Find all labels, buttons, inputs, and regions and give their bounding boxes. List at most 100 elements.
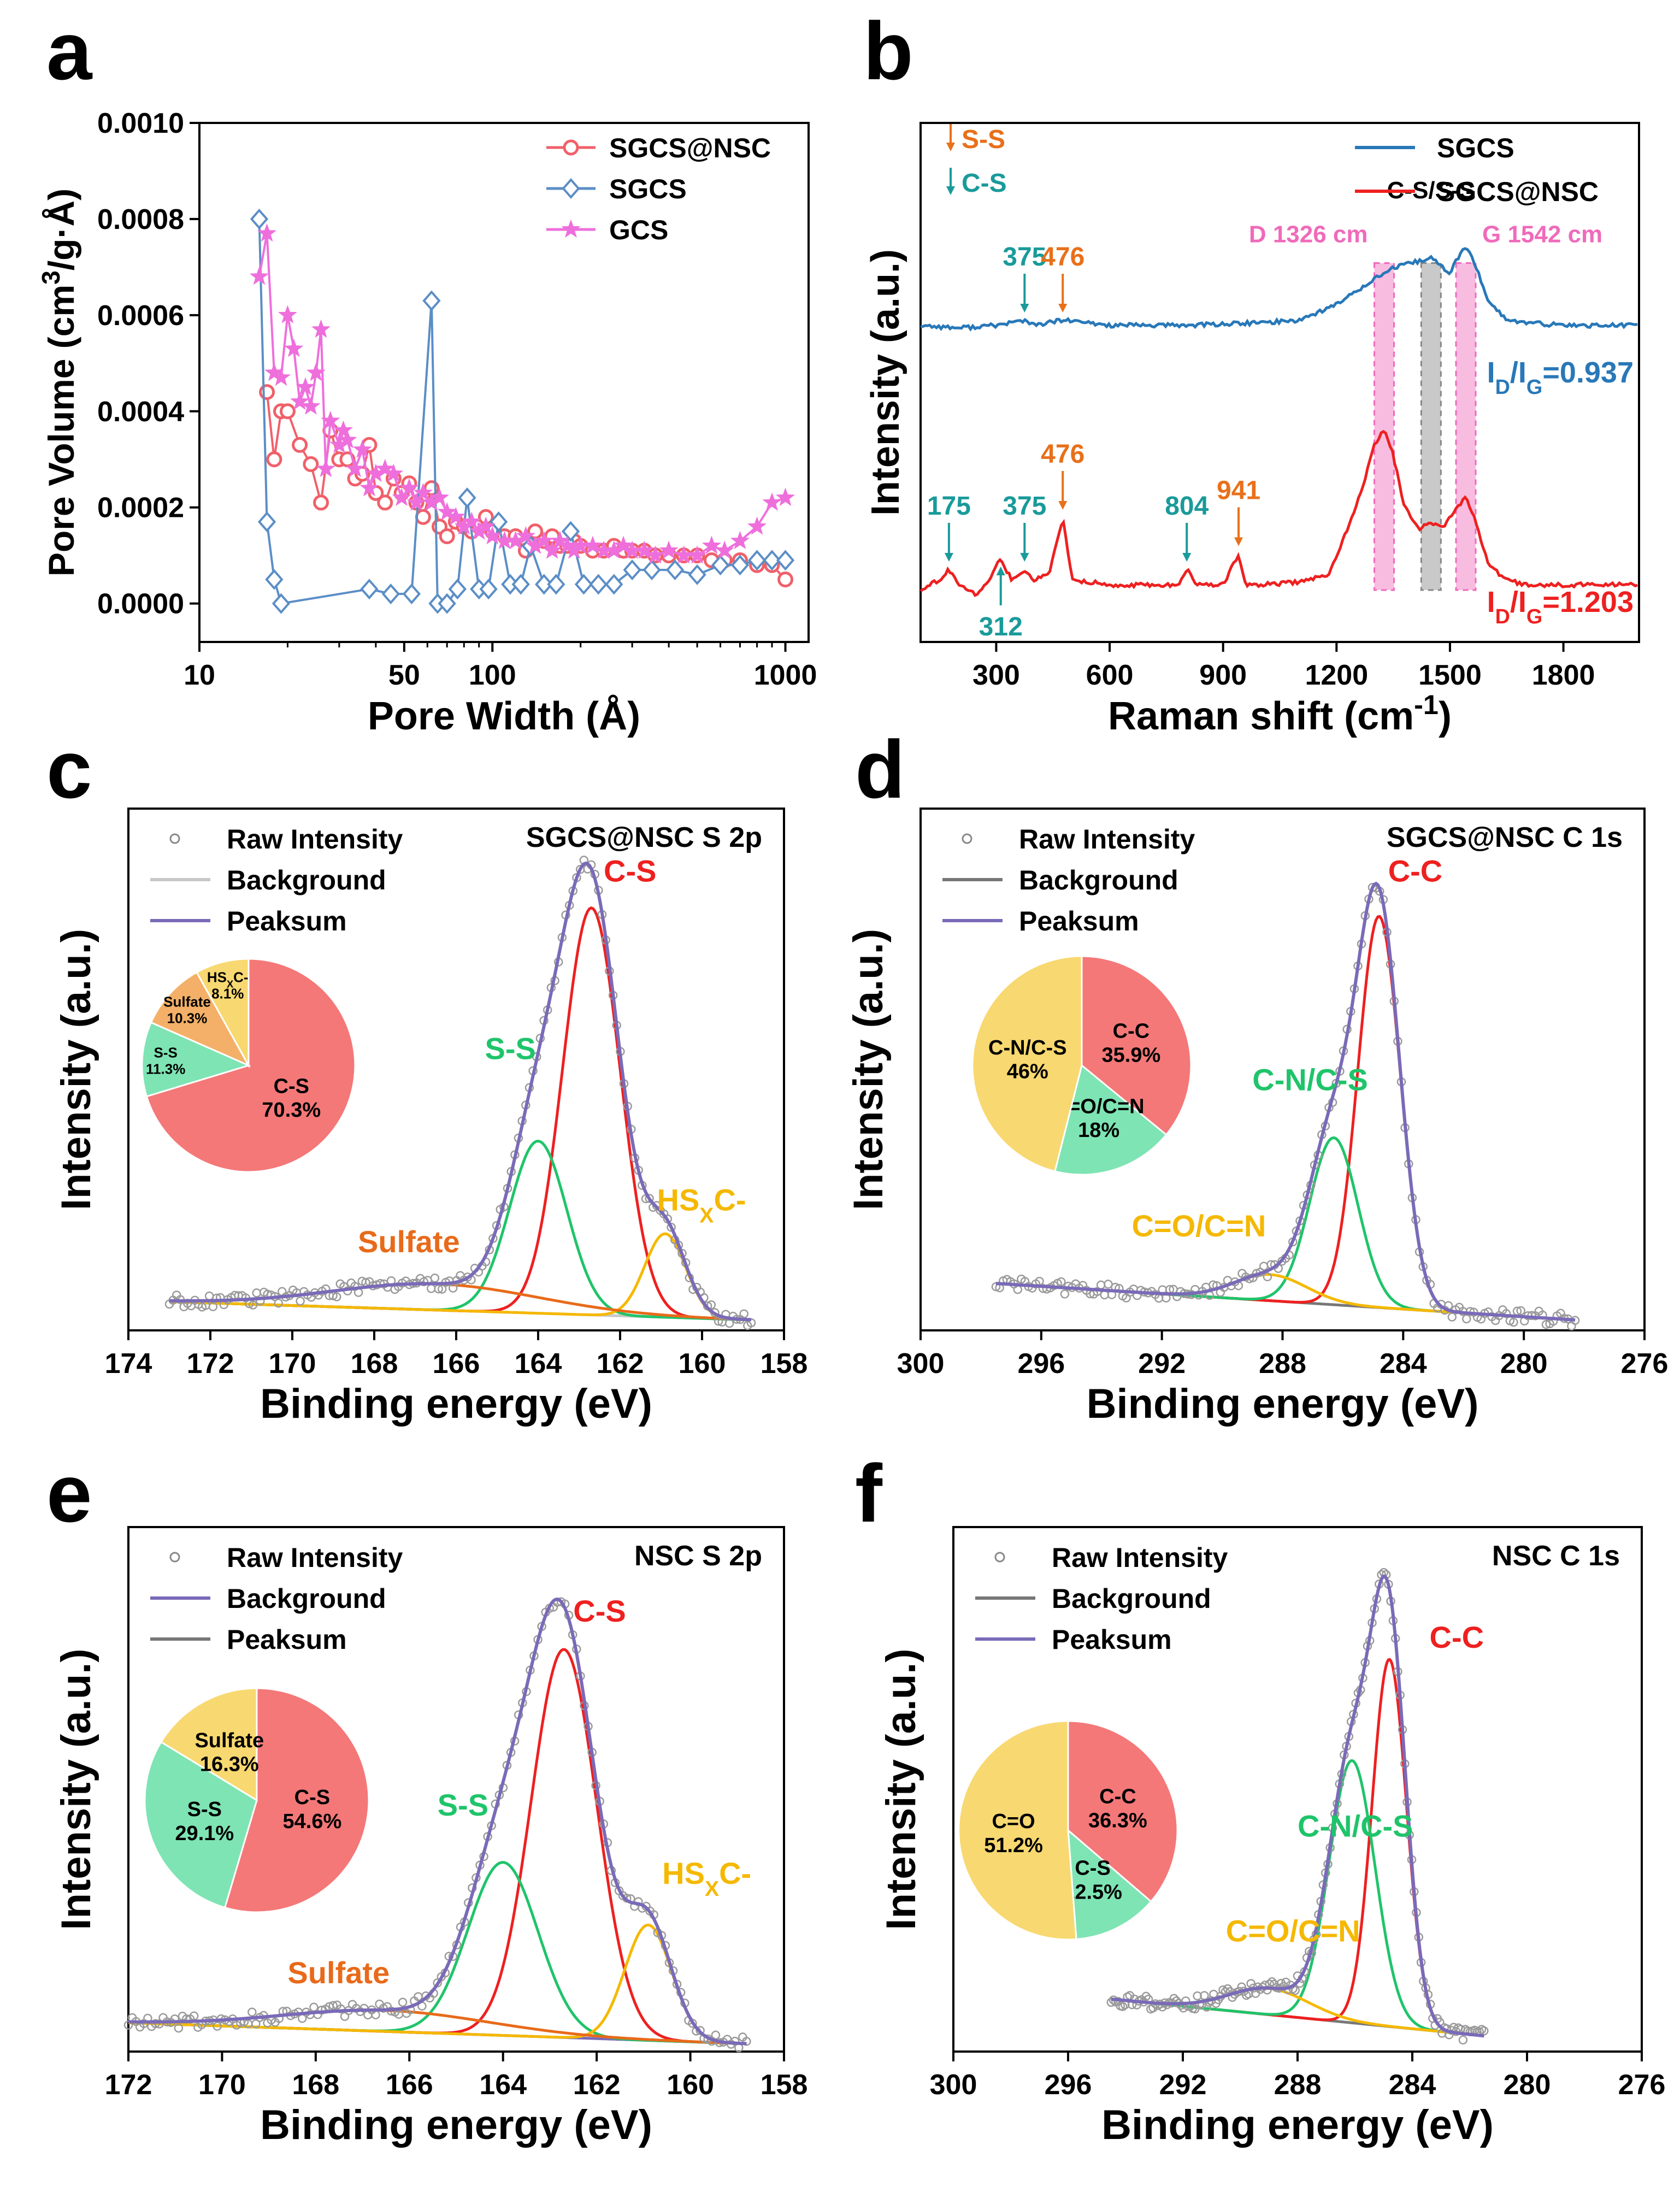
panel-e-xtick-label: 164 (479, 2069, 527, 2101)
panel-c-legend-label: Peaksum (227, 906, 347, 936)
panel-a-point (249, 267, 269, 285)
panel-a-point (687, 545, 707, 564)
panel-b-xlabel-part: -1 (1414, 689, 1439, 720)
panel-a-legend-marker (561, 219, 581, 238)
panel-a-point (730, 531, 750, 550)
panel-e-xtick-label: 172 (105, 2069, 152, 2101)
panel-a-point (266, 451, 282, 468)
panel-b-ratio-part: /I (1510, 586, 1526, 618)
panel-e-pie-value: 16.3% (200, 1753, 259, 1776)
panel-a-point (413, 482, 433, 502)
panel-a-point (321, 410, 340, 429)
panel-f-xtick-label: 296 (1045, 2069, 1092, 2101)
panel-a-letter: a (46, 5, 93, 97)
panel-b-ratio-part: D (1495, 605, 1510, 628)
panel-e-raw-point (398, 1997, 408, 2007)
panel-d-xtick-label: 280 (1500, 1348, 1548, 1380)
panel-d-pie-slice (971, 955, 1083, 1172)
panel-a-ytick-label: 0.0006 (97, 300, 184, 332)
panel-f-raw-point (1246, 1979, 1255, 1988)
panel-c-xlabel: Binding energy (eV) (260, 1381, 652, 1427)
panel-c-pie-label: C-S (274, 1075, 309, 1098)
panel-b-peak-arrow-head (996, 567, 1005, 575)
panel-c-raw-point (706, 1300, 716, 1310)
panel-c-xtick-label: 162 (597, 1348, 644, 1380)
panel-a-ytick-label: 0.0008 (97, 204, 184, 235)
panel-e-pie-slice (160, 1687, 258, 1802)
panel-e-xtick-label: 162 (573, 2069, 621, 2101)
panel-e-legend-label: Peaksum (227, 1624, 347, 1655)
panel-f-legend-label: Peaksum (1052, 1624, 1172, 1655)
panel-a-point (665, 559, 685, 581)
panel-e-peak-label: Sulfate (287, 1955, 390, 1990)
panel-e-title: NSC S 2p (634, 1540, 762, 1572)
panel-c-raw-point (426, 1284, 436, 1293)
panel-a-point (345, 458, 365, 478)
panel-c-raw-point (739, 1309, 748, 1318)
panel-d-xtick-label: 288 (1259, 1348, 1306, 1380)
panel-d-xlabel: Binding energy (eV) (1087, 1381, 1479, 1427)
panel-a-point (303, 456, 319, 473)
panel-d-raw-point (1462, 1314, 1471, 1324)
panel-a-point (377, 494, 393, 511)
panel-f-pie-slice (958, 1720, 1077, 1941)
panel-c-title: SGCS@NSC S 2p (526, 822, 762, 853)
panel-e-raw-point (151, 2019, 160, 2029)
panel-a-point (272, 593, 291, 614)
panel-a-point (763, 550, 781, 571)
panel-b-peak-label: 375 (1003, 243, 1046, 272)
panel-c-raw-point (332, 1292, 341, 1301)
panel-c-ylabel: Intensity (a.u.) (53, 929, 99, 1210)
panel-a-point (381, 583, 400, 605)
panel-c-xtick-label: 164 (515, 1348, 562, 1380)
panel-a-point (375, 458, 395, 478)
panel-f-raw-point (1290, 1985, 1300, 1995)
panel-c-raw-point (278, 1287, 287, 1297)
panel-f-pie-label: C=O (992, 1810, 1035, 1833)
panel-e-raw-point (213, 2022, 222, 2031)
panel-d-raw-point (1060, 1289, 1070, 1299)
panel-a-point (776, 550, 795, 571)
panel-e-component-hsxc- (128, 1923, 747, 2046)
panel-a-ytick-label: 0.0010 (97, 108, 184, 139)
panel-d-raw-point (1057, 1277, 1066, 1287)
panel-a-point (634, 540, 654, 559)
panel-f-xtick-label: 300 (930, 2069, 977, 2101)
panel-c-pie-label: Sulfate (163, 993, 211, 1010)
panel-a-point (777, 571, 794, 588)
panel-e-ylabel: Intensity (a.u.) (53, 1648, 99, 1930)
panel-f-peak-label: C=O/C=N (1226, 1913, 1360, 1948)
panel-c-raw-point (645, 1194, 654, 1203)
panel-d-raw-point (1100, 1290, 1110, 1300)
panel-e-raw-point (123, 2020, 133, 2030)
panel-a-point (448, 579, 467, 600)
panel-f-xtick-label: 292 (1159, 2069, 1207, 2101)
panel-a-point (257, 511, 276, 533)
panel-c-legend-marker (169, 833, 180, 844)
panel-f-raw-point (1479, 2026, 1489, 2036)
panel-f-letter: f (855, 1447, 883, 1539)
panel-d-pie-label: C-C (1113, 1020, 1150, 1043)
panel-a-point (392, 487, 411, 506)
panel-c-pie-label: HSXC- (207, 969, 249, 990)
panel-e-xtick-label: 160 (667, 2069, 714, 2101)
panel-a-point (762, 492, 782, 511)
panel-e-raw-point (711, 2030, 721, 2040)
panel-a-point (747, 550, 767, 571)
panel-b-xtick-label: 300 (972, 659, 1020, 691)
panel-c-raw-point (274, 1298, 283, 1308)
panel-a-point (437, 502, 457, 521)
panel-d-peaksum-line (995, 881, 1576, 1322)
panel-c-xtick-label: 174 (105, 1348, 152, 1380)
panel-c-peak-label: C-S (604, 854, 656, 888)
panel-a-point (547, 574, 565, 595)
panel-f-raw-point (1458, 2035, 1468, 2045)
panel-b-band (1455, 262, 1477, 591)
panel-a-point (333, 420, 353, 439)
panel-a-legend-marker (562, 178, 580, 199)
panel-f-legend-label: Raw Intensity (1052, 1542, 1228, 1573)
panel-e-raw-point (309, 2002, 319, 2012)
panel-d-legend-label: Peaksum (1019, 906, 1139, 936)
panel-a-frame (198, 122, 810, 643)
